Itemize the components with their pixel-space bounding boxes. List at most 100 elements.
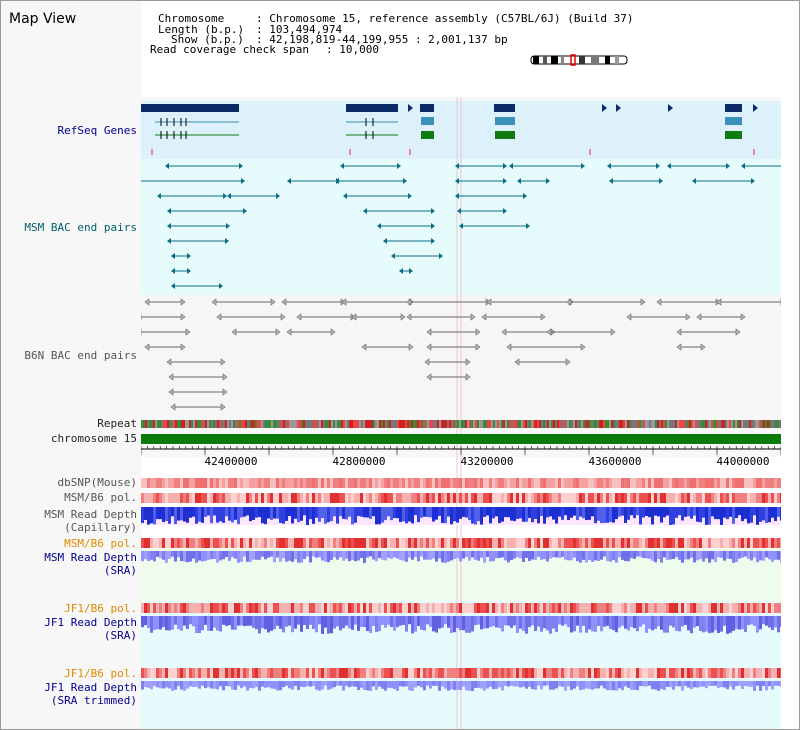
depth-bar [363,681,366,690]
heat-cell [636,478,639,488]
depth-bar [450,507,453,525]
heat-cell [612,538,615,548]
heat-cell [696,478,699,488]
depth-bar [591,681,594,690]
repeat-segment [337,420,339,428]
heat-cell [600,603,603,613]
track-label-msm-bac[interactable]: MSM BAC end pairs [24,221,137,234]
heat-cell [279,668,282,678]
depth-bar [312,681,315,686]
heat-cell [255,493,258,503]
track-label-refseq[interactable]: RefSeq Genes [57,124,137,137]
repeat-segment [219,420,221,428]
heat-cell [495,538,498,548]
depth-bar [306,616,309,630]
repeat-segment [365,420,367,428]
depth-bar [189,551,192,562]
heat-cell [498,668,501,678]
heat-cell [378,538,381,548]
heat-cell [495,493,498,503]
track-label-dbsnp[interactable]: dbSNP(Mouse) [57,476,137,489]
repeat-segment [205,420,207,428]
heat-cell [435,538,438,548]
heat-cell [297,538,300,548]
genome-track-canvas[interactable]: 42400000 42800000 43200000 43600000 44000000 [141,97,781,729]
repeat-segment [521,420,523,428]
heat-cell [645,478,648,488]
repeat-segment [661,420,663,428]
chromosome-ideogram[interactable] [529,53,631,67]
depth-bar [525,551,528,558]
depth-bar [192,507,195,517]
track-label-jf1-depth-trimmed[interactable]: JF1 Read Depth [44,681,137,694]
depth-bar [471,551,474,558]
heat-cell [531,538,534,548]
track-label-jf1-depth[interactable]: JF1 Read Depth [44,616,137,629]
heat-cell [546,538,549,548]
heat-cell [381,603,384,613]
dbsnp-heat-track [141,478,781,488]
heat-cell [243,668,246,678]
depth-bar [483,616,486,629]
depth-bar [534,616,537,631]
repeat-segment [457,420,459,428]
repeat-segment [399,420,401,428]
heat-cell [396,493,399,503]
repeat-segment [171,420,173,428]
heat-cell [354,538,357,548]
heat-cell [669,538,672,548]
heat-cell [720,668,723,678]
heat-cell [513,668,516,678]
repeat-segment [167,420,169,428]
depth-bar [774,681,777,686]
heat-cell [432,538,435,548]
track-label-jf1-pol-2[interactable]: JF1/B6 pol. [64,667,137,680]
depth-bar [204,507,207,517]
depth-bar [462,507,465,517]
jf1-trimmed-depth-track [141,681,781,691]
heat-cell [240,668,243,678]
repeat-segment [231,420,233,428]
depth-bar [645,551,648,559]
track-label-msm-depth-capillary[interactable]: MSM Read Depth [44,508,137,521]
heat-cell [249,493,252,503]
heat-cell [540,538,543,548]
depth-bar [384,681,387,691]
track-label-jf1-pol[interactable]: JF1/B6 pol. [64,602,137,615]
depth-bar [600,507,603,524]
depth-bar [417,551,420,562]
track-label-msm-b6-pol-2[interactable]: MSM/B6 pol. [64,537,137,550]
track-label-msm-depth-sra[interactable]: MSM Read Depth [44,551,137,564]
depth-bar [771,551,774,562]
track-label-msm-b6-pol[interactable]: MSM/B6 pol. [64,491,137,504]
depth-bar [552,681,555,690]
heat-cell [444,668,447,678]
depth-bar [753,507,756,516]
heat-cell [339,478,342,488]
depth-bar [621,616,624,626]
depth-bar [708,551,711,563]
track-label-repeat[interactable]: Repeat [97,417,137,430]
track-label-chromosome[interactable]: chromosome 15 [50,432,137,445]
heat-cell [150,478,153,488]
depth-bar [480,507,483,525]
track-label-b6n-bac[interactable]: B6N BAC end pairs [24,349,137,362]
depth-bar [420,681,423,688]
repeat-segment [255,420,257,428]
heat-cell [306,478,309,488]
repeat-segment [185,420,187,428]
heat-cell [312,668,315,678]
depth-bar [618,616,621,628]
repeat-segment [181,420,183,428]
heat-cell [666,668,669,678]
depth-bar [693,551,696,563]
depth-bar [495,551,498,559]
msm-bac-end [225,238,229,244]
repeat-segment [631,420,633,428]
repeat-segment [657,420,659,428]
heat-cell [564,668,567,678]
axis-tick-label: 43200000 [461,455,514,468]
heat-cell [717,493,720,503]
heat-cell [411,493,414,503]
b6n-bac-end [180,298,186,306]
